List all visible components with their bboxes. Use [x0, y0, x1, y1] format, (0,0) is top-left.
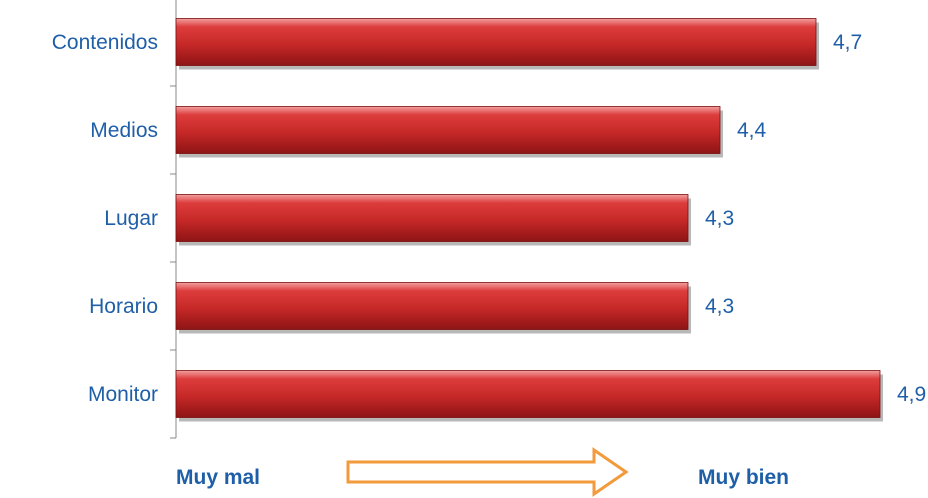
bar-lugar [175, 194, 689, 242]
bar-medios [175, 106, 721, 154]
arrow-shape [346, 447, 629, 497]
scale-high-label: Muy bien [698, 466, 790, 489]
scale-low-label: Muy mal [176, 466, 261, 489]
value-label: 4,9 [897, 383, 926, 406]
value-label: 4,4 [737, 119, 767, 142]
bars [175, 18, 883, 422]
y-axis [170, 0, 177, 439]
category-label: Lugar [104, 207, 158, 230]
category-label: Medios [90, 119, 158, 142]
right-arrow-icon [346, 447, 629, 497]
value-label: 4,3 [705, 295, 734, 318]
bar-monitor [175, 370, 881, 418]
category-label: Monitor [88, 383, 158, 406]
bar-contenidos [175, 18, 817, 66]
value-label: 4,3 [705, 207, 734, 230]
labels: Contenidos 4,7 Medios 4,4 Lugar 4,3 Horario 4,3… [52, 31, 926, 406]
bar-horario [175, 282, 689, 330]
value-label: 4,7 [833, 31, 862, 54]
category-label: Contenidos [52, 31, 158, 54]
category-label: Horario [89, 295, 158, 318]
